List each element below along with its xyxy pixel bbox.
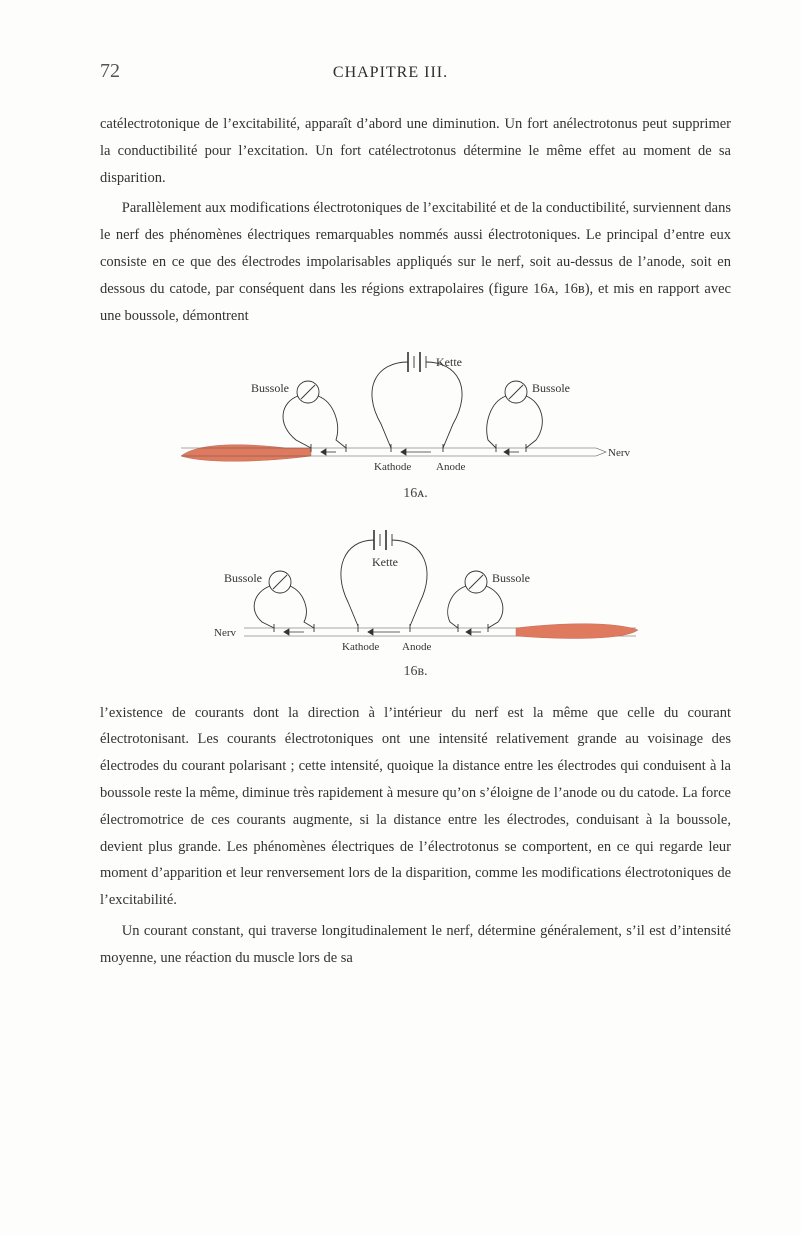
kathode-label: Kathode bbox=[342, 641, 379, 653]
current-arrows bbox=[321, 449, 519, 455]
nerve-end-icon bbox=[596, 448, 606, 456]
bussole-left-wire-a bbox=[283, 396, 311, 448]
bussole-right-label: Bussole bbox=[492, 571, 530, 585]
figure-16a: Kette Bussole Bussole bbox=[100, 344, 731, 502]
bussole-left-label: Bussole bbox=[251, 381, 289, 395]
body-text-bottom: l’existence de courants dont la directio… bbox=[100, 700, 731, 972]
current-arrows bbox=[284, 629, 481, 635]
page-header: 72 CHAPITRE III. bbox=[100, 60, 731, 83]
kette-wire-left bbox=[371, 362, 407, 448]
bussole-left-label: Bussole bbox=[224, 571, 262, 585]
bussole-right-wire-a bbox=[486, 396, 505, 448]
anode-label: Anode bbox=[436, 461, 465, 473]
bussole-left-wire-b bbox=[318, 396, 346, 448]
paragraph-3: l’existence de courants dont la directio… bbox=[100, 700, 731, 915]
compass-right-icon bbox=[505, 381, 527, 403]
body-text-top: catélectrotonique de l’excitabilité, app… bbox=[100, 111, 731, 330]
kette-label: Kette bbox=[372, 555, 398, 569]
kette-label: Kette bbox=[436, 355, 462, 369]
kette-wire-right bbox=[426, 362, 462, 448]
bussole-left-wire-b bbox=[290, 586, 314, 628]
nerv-label: Nerv bbox=[214, 627, 236, 639]
figure-16a-caption: 16ᴀ. bbox=[403, 486, 428, 502]
bussole-left-wire-a bbox=[254, 586, 274, 628]
paragraph-2: Parallèlement aux modifications électrot… bbox=[100, 195, 731, 329]
chapter-title: CHAPITRE III. bbox=[80, 64, 701, 82]
page: 72 CHAPITRE III. catélectrotonique de l’… bbox=[0, 0, 801, 1236]
bussole-right-wire-b bbox=[526, 396, 542, 448]
compass-left-icon bbox=[269, 571, 291, 593]
figure-16b-caption: 16ʙ. bbox=[403, 664, 427, 680]
kette-wire-right bbox=[392, 540, 427, 626]
kette-battery-icon bbox=[408, 352, 426, 372]
compass-left-icon bbox=[297, 381, 319, 403]
anode-label: Anode bbox=[402, 641, 431, 653]
figure-16b: Kette Bussole Bussole Nerv bbox=[100, 522, 731, 680]
kathode-label: Kathode bbox=[374, 461, 411, 473]
nerve-colored-icon bbox=[181, 444, 311, 461]
bussole-right-wire-a bbox=[447, 586, 465, 628]
figure-16a-svg: Kette Bussole Bussole bbox=[176, 344, 656, 484]
compass-right-icon bbox=[465, 571, 487, 593]
paragraph-1: catélectrotonique de l’excitabilité, app… bbox=[100, 111, 731, 191]
kette-battery-icon bbox=[374, 530, 392, 550]
kette-wire-left bbox=[340, 540, 373, 626]
bussole-right-wire-b bbox=[486, 586, 503, 628]
nerv-label: Nerv bbox=[608, 447, 630, 459]
bussole-right-label: Bussole bbox=[532, 381, 570, 395]
paragraph-4: Un courant constant, qui traverse longit… bbox=[100, 918, 731, 972]
figure-16b-svg: Kette Bussole Bussole Nerv bbox=[176, 522, 656, 662]
